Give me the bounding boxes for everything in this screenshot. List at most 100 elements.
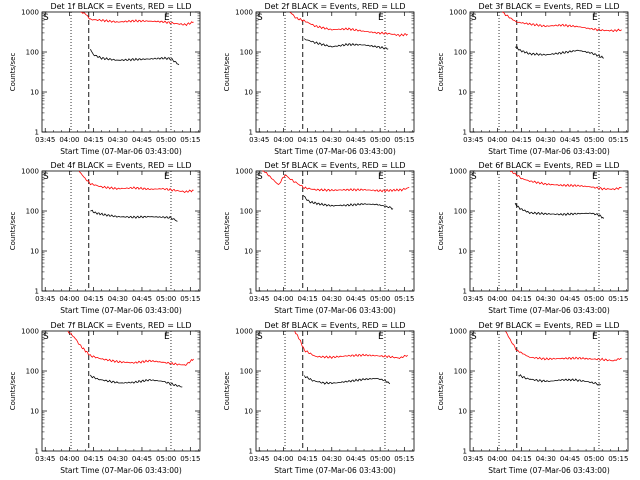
y-axis-label: Counts/sec <box>9 53 17 92</box>
series-line-events <box>515 46 604 59</box>
x-tick-label: 04:15 <box>83 455 103 463</box>
x-tick-label: 04:30 <box>108 136 128 144</box>
y-tick-label: 100 <box>26 49 39 57</box>
y-axis-label: Counts/sec <box>223 212 231 251</box>
x-tick-label: 03:45 <box>249 136 269 144</box>
x-tick-label: 03:45 <box>35 136 55 144</box>
y-tick-label: 1000 <box>235 328 253 336</box>
x-tick-label: 04:45 <box>560 136 580 144</box>
x-tick-label: 05:15 <box>608 455 628 463</box>
y-tick-label: 10 <box>458 248 467 256</box>
y-tick-label: 1000 <box>449 9 467 17</box>
y-tick-label: 10 <box>30 248 39 256</box>
start-marker: S <box>43 172 49 182</box>
series-line-lld <box>294 330 408 359</box>
y-tick-label: 1 <box>463 448 467 456</box>
x-tick-label: 04:45 <box>132 455 152 463</box>
panel-3: Det 3f BLACK = Events, RED = LLD Start Ti… <box>437 2 628 156</box>
panel-1: Det 1f BLACK = Events, RED = LLD Start Ti… <box>9 2 200 156</box>
x-tick-label: 04:30 <box>108 295 128 303</box>
x-tick-label: 04:15 <box>297 295 317 303</box>
x-tick-label: 05:00 <box>584 455 604 463</box>
y-axis-label: Counts/sec <box>437 53 445 92</box>
end-marker: E <box>164 13 170 23</box>
x-tick-label: 04:00 <box>487 295 507 303</box>
panel-7: Det 7f BLACK = Events, RED = LLD Start Ti… <box>9 321 200 475</box>
end-marker: E <box>164 332 170 342</box>
series-line-lld <box>78 170 194 194</box>
end-marker: E <box>164 172 170 182</box>
series-line-events <box>90 49 180 66</box>
series-line-lld <box>510 170 622 191</box>
panel-title: Det 9f BLACK = Events, RED = LLD <box>478 321 619 330</box>
y-axis-label: Counts/sec <box>223 53 231 92</box>
y-tick-label: 1000 <box>21 328 39 336</box>
y-tick-label: 1 <box>35 129 39 137</box>
x-axis-label: Start Time (07-Mar-06 03:43:00) <box>60 147 182 156</box>
series-line-lld <box>67 330 194 366</box>
y-tick-label: 10 <box>458 408 467 416</box>
x-tick-label: 05:00 <box>370 136 390 144</box>
start-marker: S <box>43 13 49 23</box>
y-tick-label: 1 <box>35 288 39 296</box>
y-tick-label: 10 <box>244 89 253 97</box>
x-tick-label: 04:00 <box>59 136 79 144</box>
x-axis-label: Start Time (07-Mar-06 03:43:00) <box>488 466 610 475</box>
panel-9: Det 9f BLACK = Events, RED = LLD Start Ti… <box>437 321 628 475</box>
series-line-lld <box>502 11 622 33</box>
panel-title: Det 8f BLACK = Events, RED = LLD <box>264 321 405 330</box>
end-marker: E <box>592 172 598 182</box>
y-axis-label: Counts/sec <box>437 212 445 251</box>
y-tick-label: 1 <box>249 288 253 296</box>
x-tick-label: 04:30 <box>322 136 342 144</box>
y-tick-label: 100 <box>454 208 467 216</box>
panel-8: Det 8f BLACK = Events, RED = LLD Start Ti… <box>223 321 414 475</box>
panel-5: Det 5f BLACK = Events, RED = LLD Start Ti… <box>223 161 414 315</box>
x-axis-label: Start Time (07-Mar-06 03:43:00) <box>60 306 182 315</box>
plot-frame <box>255 170 415 292</box>
x-tick-label: 03:45 <box>463 136 483 144</box>
x-tick-label: 04:30 <box>536 136 556 144</box>
x-tick-label: 04:45 <box>560 455 580 463</box>
x-tick-label: 04:00 <box>59 295 79 303</box>
start-marker: S <box>471 172 477 182</box>
plot-frame <box>469 11 629 133</box>
series-line-lld <box>262 170 410 193</box>
x-tick-label: 04:45 <box>132 295 152 303</box>
y-tick-label: 100 <box>26 208 39 216</box>
y-tick-label: 1000 <box>235 9 253 17</box>
panel-title: Det 6f BLACK = Events, RED = LLD <box>478 161 619 170</box>
x-tick-label: 05:15 <box>180 455 200 463</box>
x-tick-label: 05:00 <box>370 455 390 463</box>
y-tick-label: 100 <box>240 49 253 57</box>
x-tick-label: 04:00 <box>59 455 79 463</box>
panel-2: Det 2f BLACK = Events, RED = LLD Start Ti… <box>223 2 414 156</box>
y-tick-label: 10 <box>458 89 467 97</box>
start-marker: S <box>471 13 477 23</box>
x-tick-label: 05:15 <box>180 136 200 144</box>
series-line-events <box>304 375 391 385</box>
start-marker: S <box>471 332 477 342</box>
start-marker: S <box>43 332 49 342</box>
x-tick-label: 05:15 <box>394 455 414 463</box>
x-tick-label: 04:15 <box>83 136 103 144</box>
x-tick-label: 04:00 <box>487 455 507 463</box>
series-line-events <box>302 194 394 210</box>
y-tick-label: 100 <box>240 368 253 376</box>
panel-title: Det 5f BLACK = Events, RED = LLD <box>264 161 405 170</box>
y-tick-label: 1 <box>463 288 467 296</box>
x-tick-label: 04:45 <box>132 136 152 144</box>
x-tick-label: 04:15 <box>511 136 531 144</box>
y-tick-label: 100 <box>26 368 39 376</box>
x-axis-label: Start Time (07-Mar-06 03:43:00) <box>488 306 610 315</box>
y-tick-label: 100 <box>240 208 253 216</box>
series-line-events <box>304 38 389 50</box>
x-tick-label: 03:45 <box>249 455 269 463</box>
plot-frame <box>469 170 629 292</box>
series-line-events <box>514 202 605 219</box>
y-tick-label: 100 <box>454 368 467 376</box>
y-tick-label: 1 <box>249 129 253 137</box>
x-axis-label: Start Time (07-Mar-06 03:43:00) <box>274 147 396 156</box>
x-axis-label: Start Time (07-Mar-06 03:43:00) <box>274 466 396 475</box>
plot-frame <box>41 11 201 133</box>
